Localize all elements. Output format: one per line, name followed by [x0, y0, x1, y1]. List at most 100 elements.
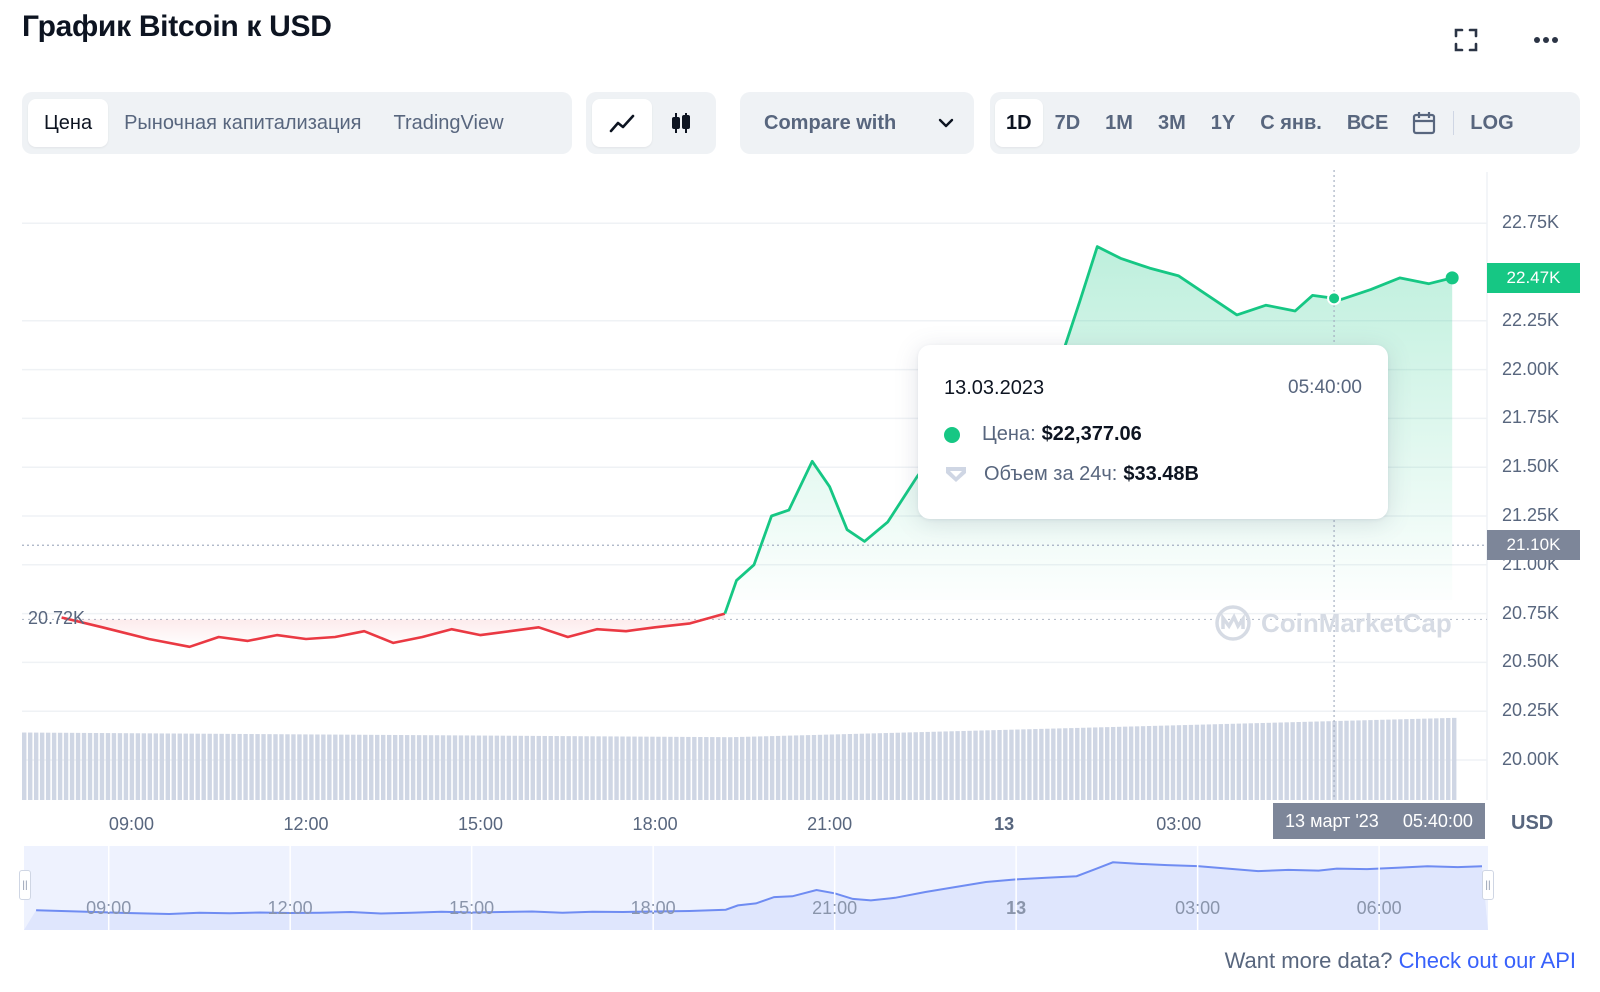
volume-bar — [751, 736, 757, 800]
range-1d[interactable]: 1D — [995, 99, 1043, 147]
y-tick-label: 22.25K — [1502, 309, 1560, 330]
volume-bar — [668, 736, 673, 800]
tab-tradingview[interactable]: TradingView — [393, 111, 504, 134]
volume-bar — [1446, 718, 1451, 800]
range-ytd[interactable]: С янв. — [1260, 111, 1322, 134]
range-1y[interactable]: 1Y — [1210, 111, 1236, 134]
coinmarketcap-watermark: CoinMarketCap — [1213, 603, 1452, 643]
volume-bar — [614, 736, 619, 800]
volume-bar — [369, 734, 374, 800]
volume-bar — [1230, 723, 1236, 800]
api-link[interactable]: Check out our API — [1398, 948, 1576, 973]
volume-bar — [488, 735, 494, 800]
volume-bar — [255, 734, 260, 800]
volume-bar — [1152, 725, 1158, 800]
candlestick-button[interactable] — [652, 99, 710, 147]
volume-bar — [1009, 729, 1014, 800]
volume-bar — [165, 733, 170, 800]
range-7d[interactable]: 7D — [1054, 111, 1081, 134]
currency-unit-label: USD — [1511, 812, 1554, 834]
tab-market-cap[interactable]: Рыночная капитализация — [124, 111, 362, 134]
tab-price[interactable]: Цена — [28, 99, 109, 147]
range-3m[interactable]: 3M — [1157, 111, 1186, 134]
line-chart-button[interactable] — [592, 99, 652, 147]
volume-bar — [177, 733, 182, 800]
chevron-down-icon — [938, 118, 954, 128]
volume-bar — [213, 733, 218, 800]
volume-bar — [1224, 723, 1230, 800]
current-price-tag: 22.47K — [1487, 262, 1580, 293]
volume-bar — [195, 733, 200, 800]
volume-bar — [524, 735, 529, 800]
volume-bar — [273, 734, 278, 800]
fullscreen-icon[interactable] — [1448, 22, 1484, 58]
volume-bar — [1212, 724, 1218, 800]
crosshair-date-tag: 13 март '23 05:40:00 — [1273, 803, 1485, 839]
x-tick-label: 21:00 — [807, 814, 853, 834]
volume-bar — [943, 731, 948, 800]
volume-bar — [1128, 726, 1134, 800]
volume-bar — [1075, 727, 1080, 800]
volume-bar — [1350, 720, 1355, 800]
volume-bar — [1045, 728, 1050, 800]
volume-bar — [769, 736, 775, 800]
volume-bar — [189, 733, 194, 800]
volume-bar — [590, 736, 595, 800]
navigator-area — [24, 862, 1488, 930]
volume-bar — [967, 730, 972, 800]
volume-bar — [69, 732, 75, 800]
volume-bar — [1416, 718, 1421, 800]
volume-bar — [434, 735, 440, 800]
volume-bar — [656, 736, 661, 800]
calendar-button[interactable] — [1401, 99, 1447, 147]
volume-bar — [219, 733, 224, 800]
volume-bar — [1272, 722, 1277, 800]
more-options-icon[interactable] — [1528, 22, 1564, 58]
volume-bar — [973, 730, 978, 800]
navigator-tick-label: 09:00 — [86, 898, 132, 918]
range-1m[interactable]: 1M — [1105, 111, 1133, 134]
volume-bar — [817, 734, 823, 800]
volume-bar — [1434, 718, 1439, 800]
volume-bar — [75, 732, 81, 800]
volume-bar — [1033, 729, 1038, 800]
volume-bar — [1218, 724, 1224, 800]
volume-bar — [566, 736, 571, 800]
volume-bar — [1296, 722, 1301, 800]
volume-bar — [991, 730, 996, 800]
navigator-left-handle[interactable]: || — [19, 870, 31, 900]
volume-bars — [22, 717, 1457, 800]
navigator-tick-label: 12:00 — [267, 898, 313, 918]
volume-bar — [99, 733, 105, 800]
volume-bar — [841, 734, 847, 800]
volume-bar — [1206, 724, 1212, 800]
log-scale-button[interactable]: LOG — [1470, 111, 1514, 134]
volume-bar — [1302, 721, 1307, 800]
y-tick-label: 20.00K — [1502, 749, 1560, 769]
volume-bar — [572, 736, 577, 800]
volume-bar — [853, 733, 859, 800]
range-navigator[interactable] — [24, 846, 1488, 930]
volume-bar — [111, 733, 117, 800]
calendar-icon — [1413, 112, 1436, 135]
volume-bar — [901, 732, 906, 800]
volume-bar — [1356, 720, 1361, 800]
price-tooltip: 13.03.2023 05:40:00 Цена: $22,377.06 Объ… — [918, 345, 1388, 519]
navigator-tick-label: 21:00 — [812, 898, 858, 918]
volume-bar — [381, 734, 386, 800]
volume-bar — [470, 735, 476, 800]
compare-with-select[interactable]: Compare with — [740, 92, 974, 154]
x-tick-label: 12:00 — [283, 814, 329, 834]
volume-bar — [279, 734, 284, 800]
volume-bar — [638, 736, 643, 800]
volume-bar — [787, 735, 793, 800]
volume-bar — [159, 733, 165, 800]
navigator-right-handle[interactable]: || — [1482, 870, 1494, 900]
range-all[interactable]: ВСЕ — [1346, 111, 1389, 134]
volume-bar — [1093, 727, 1098, 800]
volume-bar — [692, 736, 697, 800]
volume-bar — [740, 736, 745, 800]
y-tick-label: 21.50K — [1502, 456, 1560, 477]
volume-bar — [297, 734, 302, 800]
volume-bar — [458, 735, 464, 800]
